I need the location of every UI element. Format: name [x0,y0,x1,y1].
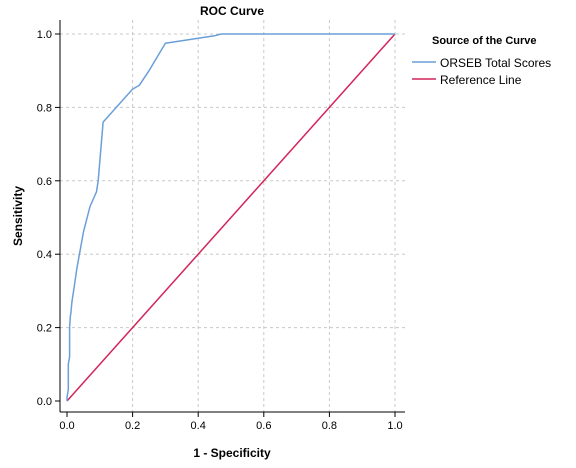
x-axis-label: 1 - Specificity [193,446,271,460]
x-tick-label: 1.0 [387,420,402,432]
legend-label-orseb: ORSEB Total Scores [440,56,551,70]
x-tick-label: 0.0 [59,420,74,432]
axes [59,20,405,413]
roc-curve-line [66,33,395,401]
grid [60,20,405,412]
legend: Source of the Curve ORSEB Total Scores R… [412,35,551,87]
y-tick-label: 1.0 [37,29,52,41]
x-tick-label: 0.8 [322,420,337,432]
legend-label-reference: Reference Line [440,73,522,87]
y-tick-label: 0.6 [37,176,52,188]
x-tick-label: 0.2 [125,420,140,432]
ticks: 0.0 0.2 0.4 0.6 0.8 1.0 0.0 0.2 0.4 0.6 0.8 1.0 [37,29,403,432]
y-axis-label: Sensitivity [11,186,25,246]
y-tick-label: 0.4 [37,249,52,261]
y-tick-label: 0.8 [37,102,52,114]
legend-title: Source of the Curve [432,35,537,47]
y-tick-label: 0.2 [37,323,52,335]
chart-title: ROC Curve [200,4,264,18]
y-tick-label: 0.0 [37,396,52,408]
x-tick-label: 0.6 [256,420,271,432]
x-tick-label: 0.4 [191,420,206,432]
series-group [66,33,396,402]
reference-line [66,33,396,402]
